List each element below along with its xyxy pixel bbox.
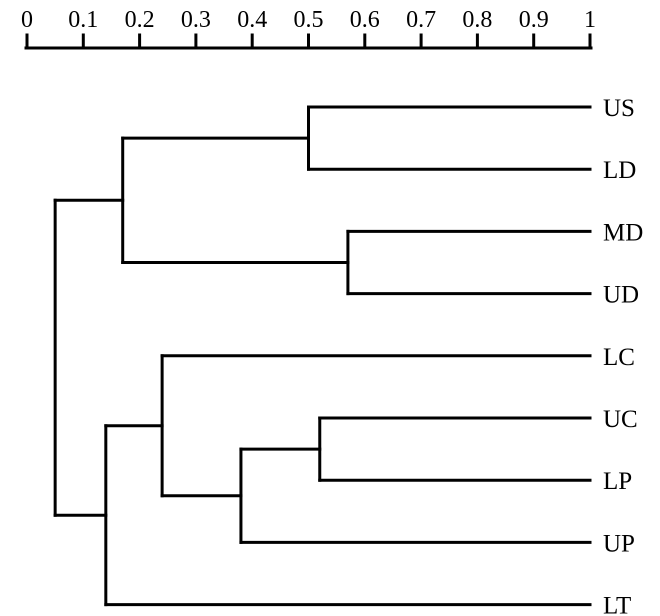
axis-tick-label: 1 bbox=[584, 7, 596, 33]
similarity-axis: 0 0.1 0.2 0.3 0.4 0.5 0.6 0.7 0.8 0.9 1 bbox=[21, 7, 596, 50]
axis-tick-label: 0.1 bbox=[68, 7, 98, 33]
leaf-labels: US LD MD UD LC UC LP UP LT bbox=[603, 95, 643, 616]
axis-tick-label: 0.9 bbox=[519, 7, 549, 33]
axis-tick-label: 0.3 bbox=[181, 7, 211, 33]
leaf-label-uc: UC bbox=[603, 406, 638, 433]
dendrogram-tree bbox=[53, 105, 592, 607]
leaf-label-lp: LP bbox=[603, 468, 632, 495]
leaf-label-ud: UD bbox=[603, 282, 639, 309]
leaf-label-lt: LT bbox=[603, 593, 631, 616]
axis-tick-label: 0.2 bbox=[125, 7, 155, 33]
leaf-label-ld: LD bbox=[603, 157, 636, 184]
axis-tick-label: 0 bbox=[21, 7, 33, 33]
axis-tick-label: 0.6 bbox=[350, 7, 380, 33]
axis-tick-label: 0.8 bbox=[462, 7, 492, 33]
axis-tick-label: 0.5 bbox=[294, 7, 324, 33]
axis-tick-label: 0.4 bbox=[237, 7, 267, 33]
leaf-label-us: US bbox=[603, 95, 635, 122]
leaf-label-md: MD bbox=[603, 219, 643, 246]
leaf-label-up: UP bbox=[603, 530, 635, 557]
leaf-label-lc: LC bbox=[603, 344, 635, 371]
axis-tick-label: 0.7 bbox=[406, 7, 436, 33]
